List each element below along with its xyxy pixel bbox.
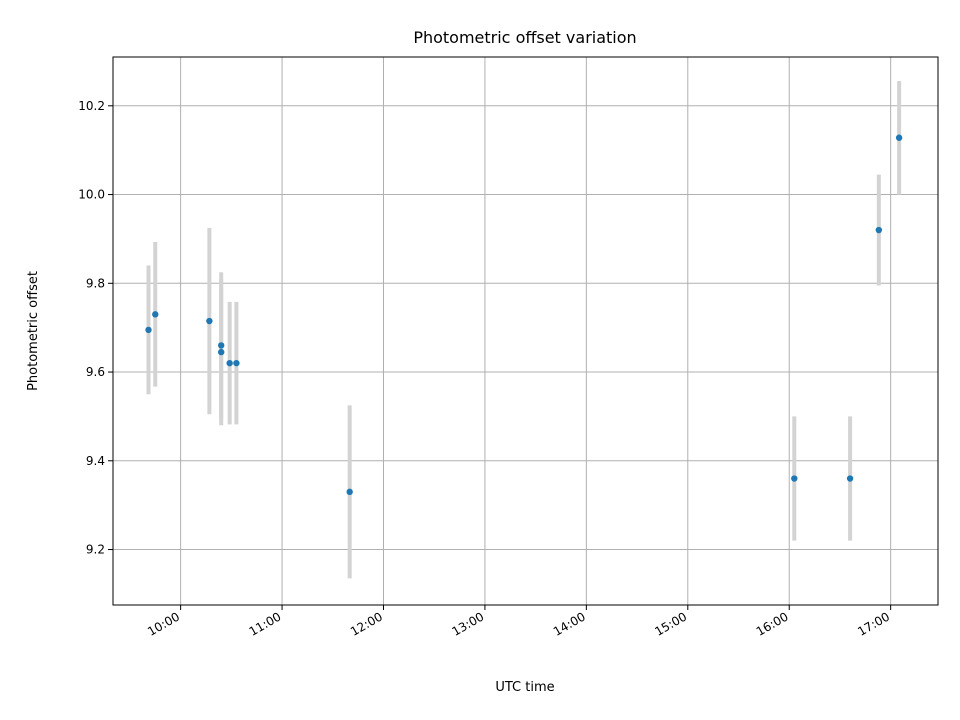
y-tick-label: 9.6 bbox=[86, 365, 105, 379]
y-tick-label: 10.0 bbox=[78, 188, 105, 202]
data-point bbox=[145, 326, 152, 334]
data-point bbox=[875, 226, 883, 234]
x-axis-label: UTC time bbox=[495, 680, 554, 695]
data-point bbox=[206, 317, 213, 325]
y-tick-label: 9.2 bbox=[86, 543, 105, 557]
y-axis-ticks: 9.2 9.4 9.6 9.8 10.0 10.2 bbox=[78, 99, 113, 557]
plot-frame bbox=[112, 56, 939, 606]
data-point bbox=[226, 359, 233, 367]
data-point bbox=[233, 359, 240, 367]
data-point bbox=[791, 475, 798, 482]
data-point bbox=[217, 348, 225, 356]
data-point bbox=[895, 134, 903, 141]
y-tick-label: 9.8 bbox=[86, 276, 105, 290]
grid-lines bbox=[113, 57, 938, 605]
data-point bbox=[217, 342, 225, 349]
data-point bbox=[152, 311, 159, 318]
data-points bbox=[145, 134, 903, 496]
y-axis-label: Photometric offset bbox=[26, 271, 41, 391]
y-tick-label: 9.4 bbox=[86, 454, 105, 468]
y-tick-label: 10.2 bbox=[78, 99, 105, 113]
data-point bbox=[346, 488, 353, 496]
chart-title: Photometric offset variation bbox=[413, 28, 636, 47]
data-point bbox=[846, 475, 854, 482]
